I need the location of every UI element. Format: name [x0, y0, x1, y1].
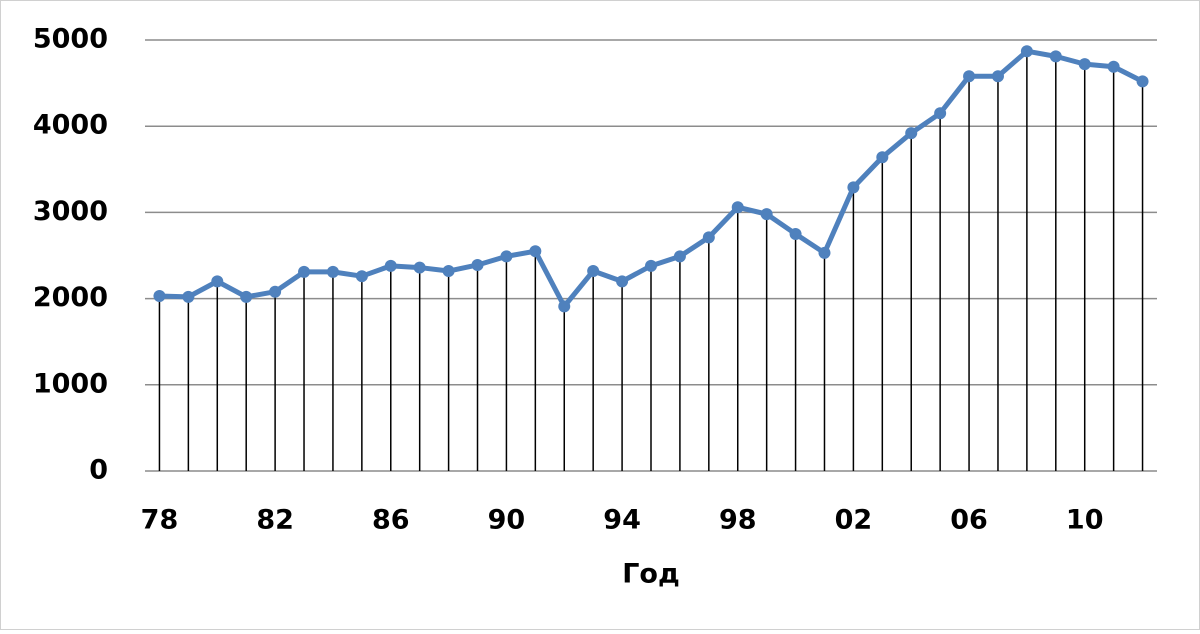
point — [1049, 50, 1062, 63]
point — [182, 290, 195, 303]
point — [1136, 75, 1149, 88]
point — [269, 285, 282, 298]
point — [905, 127, 918, 140]
y-tick-label: 0 — [89, 455, 108, 486]
point — [991, 70, 1004, 83]
point — [1107, 60, 1120, 73]
x-tick-label: 82 — [256, 505, 294, 536]
point — [963, 70, 976, 83]
x-tick-label: 06 — [950, 505, 988, 536]
x-tick-label: 94 — [603, 505, 641, 536]
point — [616, 275, 629, 288]
x-tick-label: 78 — [141, 505, 179, 536]
point — [645, 259, 657, 272]
y-tick-label: 4000 — [33, 110, 108, 141]
point — [558, 300, 571, 313]
x-tick-label: 98 — [719, 505, 757, 536]
point — [355, 270, 368, 283]
point — [298, 265, 311, 278]
point — [847, 181, 860, 194]
point — [673, 250, 686, 263]
point — [326, 265, 339, 278]
point — [587, 265, 600, 278]
point — [413, 261, 426, 274]
point — [153, 290, 166, 303]
point — [442, 265, 455, 278]
point — [789, 227, 802, 240]
point — [1078, 58, 1091, 71]
y-tick-label: 3000 — [33, 196, 108, 227]
point — [876, 151, 889, 164]
x-tick-label: 02 — [835, 505, 873, 536]
y-tick-label: 5000 — [33, 24, 108, 55]
point — [529, 245, 542, 258]
point — [934, 107, 947, 120]
x-tick-label: 90 — [488, 505, 526, 536]
point — [818, 246, 831, 259]
point — [471, 258, 484, 271]
y-tick-label: 1000 — [33, 368, 108, 399]
point — [211, 275, 224, 288]
x-tick-label: 86 — [372, 505, 410, 536]
point — [240, 290, 253, 303]
x-tick-label: 10 — [1066, 505, 1104, 536]
point — [760, 208, 773, 221]
point — [500, 250, 513, 263]
point — [1020, 45, 1033, 58]
x-axis-title: Год — [622, 559, 680, 590]
point — [731, 201, 744, 214]
point — [702, 231, 715, 244]
point — [384, 259, 397, 272]
y-tick-label: 2000 — [33, 282, 108, 313]
